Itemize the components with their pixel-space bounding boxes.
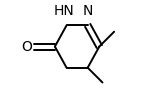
Text: O: O — [21, 39, 32, 54]
Text: N: N — [82, 4, 93, 18]
Text: HN: HN — [54, 4, 75, 18]
